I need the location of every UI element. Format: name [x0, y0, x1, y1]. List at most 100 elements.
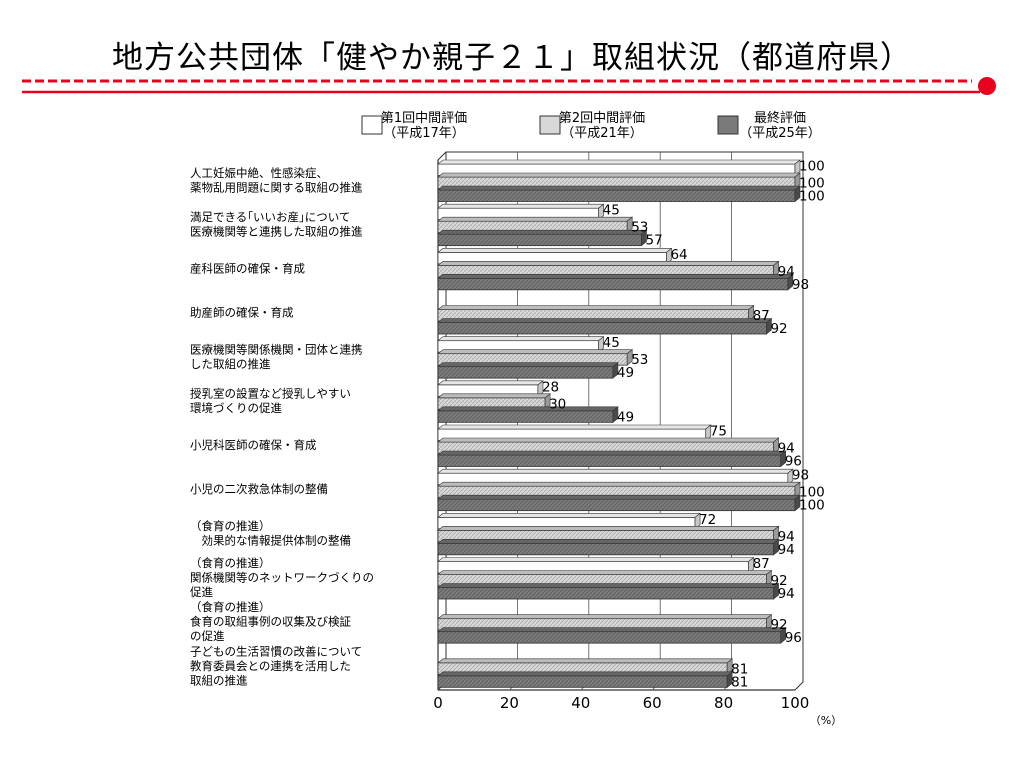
value-label: 94: [778, 542, 795, 558]
bar-side-face: [598, 336, 604, 353]
bar: [437, 322, 767, 335]
bar: [437, 587, 774, 600]
x-axis-ticks: 0 20 40 60 80 100（%）: [433, 694, 842, 727]
bar-top-face: [437, 570, 773, 575]
bar-top-face: [437, 450, 787, 456]
category-label: 関係機関等のネットワークづくりの: [190, 571, 374, 585]
bar-top-face: [437, 318, 773, 323]
value-label: 94: [778, 264, 795, 280]
value-label: 53: [631, 352, 648, 368]
bar-side-face: [641, 229, 647, 247]
value-label: 81: [731, 661, 748, 677]
bar-side-face: [773, 437, 779, 455]
category-label: （食育の推進）: [190, 519, 271, 533]
value-label: 100: [799, 498, 825, 514]
category-label: 薬物乱用問題に関する取組の推進: [190, 180, 363, 194]
value-label: 49: [617, 365, 634, 381]
value-label: 100: [799, 189, 825, 205]
category-label: 効果的な情報提供体制の整備: [190, 534, 351, 548]
bar-side-face: [726, 658, 733, 675]
bar-top-face: [437, 437, 780, 443]
legend-sublabel: （平成21年）: [561, 126, 643, 141]
bar-side-face: [787, 273, 794, 291]
bar-top-face: [437, 406, 619, 412]
bar-side-face: [666, 247, 672, 265]
value-label: 92: [770, 617, 787, 633]
category-label: 促進: [190, 585, 213, 599]
bar-side-face: [694, 512, 701, 530]
bar-side-face: [726, 671, 733, 688]
bars: [437, 159, 801, 688]
bar-side-face: [794, 172, 801, 190]
category-label: 助産師の確保・育成: [190, 306, 294, 320]
bar-side-face: [748, 304, 754, 322]
value-label: 96: [785, 454, 802, 470]
value-label: 100: [799, 159, 825, 175]
value-label: 94: [778, 529, 795, 545]
category-label: 満足できる｢いいお産｣について: [190, 210, 350, 224]
value-label: 92: [770, 321, 787, 337]
legend-label: 最終評価: [754, 110, 806, 126]
value-label: 53: [631, 220, 648, 236]
category-label: の促進: [190, 629, 225, 643]
bar-side-face: [794, 494, 801, 512]
bar-top-face: [437, 468, 794, 474]
category-label: 環境づくりの促進: [190, 401, 282, 415]
value-labels: 1001001004553576494988792455349283049759…: [542, 159, 825, 691]
legend-swatch: [361, 115, 383, 135]
category-label: した取組の推進: [190, 357, 271, 371]
category-label: 小児の二次救急体制の整備: [190, 482, 328, 496]
bar-side-face: [612, 406, 619, 423]
value-label: 28: [542, 379, 559, 395]
bar: [437, 410, 614, 423]
bar-top-face: [437, 627, 787, 632]
bar-top-face: [437, 185, 801, 191]
value-label: 92: [770, 573, 787, 589]
bar-side-face: [773, 525, 779, 543]
x-unit-label: （%）: [810, 714, 842, 727]
bar-top-face: [437, 274, 794, 279]
value-label: 100: [799, 176, 825, 192]
bar-top-face: [437, 539, 780, 544]
value-label: 64: [670, 247, 687, 263]
bar-top-face: [437, 614, 773, 619]
x-tick-label: 0: [433, 694, 443, 712]
bar-side-face: [598, 203, 604, 221]
bar-side-face: [748, 556, 754, 574]
legend-swatch: [717, 115, 739, 135]
legend-sublabel: （平成25年）: [739, 126, 821, 141]
bar-side-face: [794, 481, 801, 499]
bar: [437, 277, 789, 291]
value-label: 94: [778, 586, 795, 602]
value-label: 81: [731, 674, 748, 690]
bar-top-face: [437, 557, 755, 562]
bar-top-face: [437, 203, 605, 209]
x-tick-label: 80: [714, 694, 733, 712]
bar-side-face: [794, 159, 801, 177]
bar: [437, 498, 796, 512]
bar-top-face: [437, 393, 551, 399]
bar-side-face: [766, 614, 772, 631]
bar-side-face: [780, 627, 787, 644]
bar-top-face: [437, 159, 801, 165]
bar-side-face: [537, 380, 544, 397]
value-label: 98: [792, 277, 809, 293]
bar-side-face: [766, 317, 772, 335]
bar: [437, 189, 796, 202]
bar: [437, 542, 774, 556]
slide-title: 地方公共団体「健やか親子２１」取組状況（都道府県）: [112, 40, 912, 76]
bar: [437, 366, 614, 379]
bar-top-face: [437, 494, 801, 500]
bar-side-face: [544, 393, 551, 410]
value-label: 87: [753, 556, 770, 572]
bar-side-face: [787, 468, 794, 486]
bar-top-face: [437, 671, 734, 677]
category-label: 教育委員会との連携を活用した: [190, 659, 351, 673]
bar: [437, 631, 782, 644]
bar-side-face: [612, 362, 619, 379]
category-label: 授乳室の設置など授乳しやすい: [190, 387, 351, 401]
bar-top-face: [437, 336, 605, 341]
bar-top-face: [437, 658, 734, 664]
bar: [437, 454, 782, 467]
bar-top-face: [437, 424, 712, 430]
